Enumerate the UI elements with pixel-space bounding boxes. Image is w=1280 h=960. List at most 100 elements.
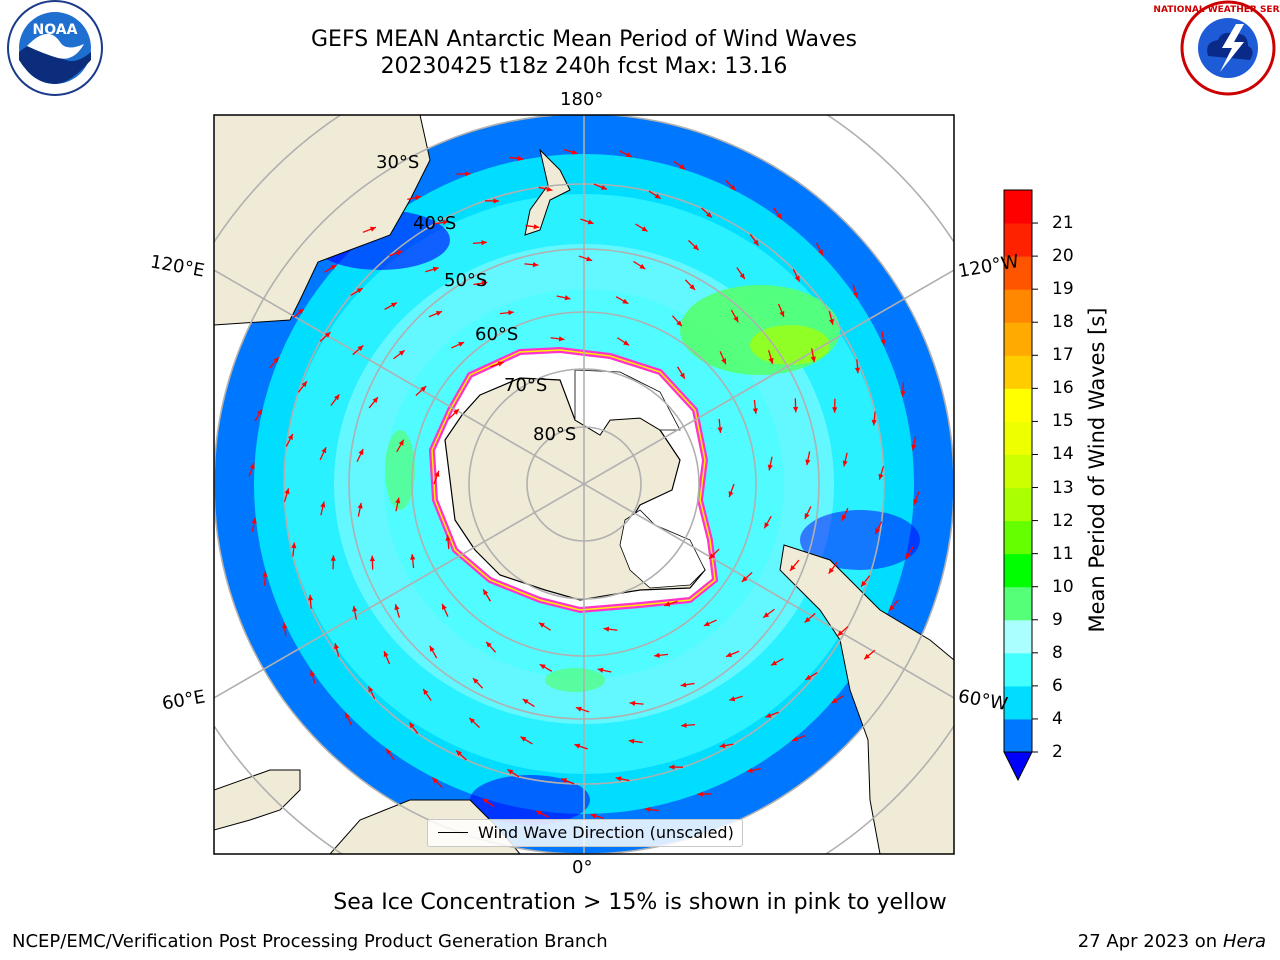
wave-arrow-head [639, 263, 646, 269]
wave-arrow-head [561, 778, 568, 784]
chart-title-line-2: 20230425 t18z 240h fcst Max: 13.16 [380, 54, 788, 79]
wave-arrow-head [394, 604, 400, 611]
svg-text:NOAA: NOAA [33, 22, 78, 38]
wave-arrow-head [320, 501, 326, 508]
wave-arrow-head [442, 219, 449, 225]
wave-arrow-head [664, 601, 671, 607]
colorbar-tick-label: 4 [1052, 708, 1063, 729]
wave-arrow-head [768, 357, 774, 364]
colorbar-segment [1004, 190, 1032, 224]
wave-arrow-head [831, 698, 838, 704]
wave-arrow-head [357, 345, 364, 352]
lat-label-60s: 60°S [475, 324, 519, 345]
wave-arrow-head [905, 552, 911, 559]
wave-arrow-head [369, 226, 376, 232]
wave-arrow-head [880, 339, 886, 346]
wave-arrow-head [721, 358, 726, 365]
wave-arrow-head [432, 777, 439, 784]
wave-arrow-head [586, 256, 593, 262]
wave-arrow-head [575, 706, 582, 712]
wave-arrow-head [321, 447, 327, 454]
wave-arrow-head [282, 622, 288, 629]
wave-arrow-head [536, 810, 543, 816]
wave-arrow-head [805, 459, 811, 466]
wave-arrow-head [654, 652, 660, 658]
colorbar-segment [1004, 685, 1032, 720]
colorbar-segment [1004, 388, 1032, 422]
wave-arrow-head [558, 336, 565, 342]
wave-arrow-head [368, 686, 374, 693]
wave-arrow-head [817, 249, 823, 256]
wave-arrow-head [832, 407, 838, 413]
wave-arrow-head [842, 460, 848, 467]
wave-arrow-head [763, 612, 770, 618]
map-legend: Wind Wave Direction (unscaled) [427, 819, 743, 847]
wave-arrow-head [679, 372, 685, 379]
wave-arrow-head [764, 522, 770, 529]
wave-arrow-head [792, 736, 799, 742]
wave-arrow-head [739, 273, 745, 280]
wave-arrow-head [622, 298, 629, 304]
wave-arrow-head [423, 688, 429, 695]
footer-date-text: 27 Apr 2023 on [1077, 931, 1223, 952]
wave-arrow-head [493, 198, 499, 204]
legend-line-sample [438, 832, 468, 833]
wave-arrow-head [828, 567, 834, 574]
colorbar-tick-label: 17 [1052, 345, 1074, 366]
wave-arrow-head [469, 717, 476, 724]
wave-arrow-head [753, 239, 759, 246]
wave-arrow-head [615, 776, 622, 782]
wave-arrow-head [733, 316, 739, 323]
wave-arrow-head [486, 641, 492, 648]
colorbar-tick-label: 16 [1052, 378, 1074, 399]
wave-arrow-head [482, 798, 489, 804]
colorbar-tick-label: 11 [1052, 543, 1074, 564]
wave-arrow-head [765, 712, 772, 718]
wave-arrow-head [533, 224, 540, 230]
wave-arrow-head [841, 514, 847, 521]
wave-arrow-head [465, 171, 471, 177]
wave-arrow-head [603, 626, 610, 632]
colorbar-frame [1003, 189, 1033, 753]
wave-arrow-head [409, 722, 415, 729]
wave-arrow-head [456, 750, 462, 757]
wave-arrow-head [828, 318, 835, 325]
wave-arrow-head [779, 310, 785, 317]
wave-arrow-head [538, 622, 545, 628]
wave-arrow-head [767, 464, 773, 471]
wave-arrow-head [706, 211, 712, 218]
wave-arrow-head [628, 738, 635, 744]
lat-label-80s: 80°S [533, 424, 577, 445]
colorbar-tick-label: 8 [1052, 642, 1063, 663]
footer-host: Hera [1222, 931, 1266, 952]
wave-arrow-head [680, 682, 687, 688]
wave-arrow-head [458, 342, 465, 347]
wave-arrow-head [654, 193, 661, 199]
national-weather-service-logo: NATIONAL WEATHER SERVICE [1153, 0, 1280, 96]
colorbar-tick-label: 9 [1052, 609, 1063, 630]
wave-arrow-head [719, 743, 726, 749]
footer-date: 27 Apr 2023 on Hera [1078, 931, 1266, 952]
wave-arrow-head [790, 565, 796, 571]
wave-arrow-head [853, 291, 859, 298]
wave-arrow-head [741, 576, 748, 582]
sea-ice-caption: Sea Ice Concentration > 15% is shown in … [333, 890, 947, 915]
wave-arrow-head [697, 791, 703, 797]
colorbar-tick-label: 21 [1052, 213, 1074, 234]
wave-arrow-head [251, 517, 257, 524]
wave-arrow-head [574, 743, 581, 749]
wave-arrow-head [262, 571, 268, 577]
colorbar-label: Mean Period of Wind Waves [s] [1085, 307, 1109, 633]
wave-arrow-head [435, 311, 442, 316]
wave-arrow-head [273, 357, 279, 364]
svg-text:NATIONAL WEATHER SERVICE: NATIONAL WEATHER SERVICE [1153, 5, 1280, 15]
wave-arrow-head [875, 528, 881, 535]
wave-arrow-head [345, 712, 351, 719]
colorbar-segment [1004, 586, 1032, 621]
lat-label-30s: 30°S [376, 152, 420, 173]
wave-arrow-head [689, 284, 696, 290]
wave-arrow-head [507, 769, 514, 775]
wave-arrow-head [352, 605, 358, 612]
wave-arrow-head [804, 513, 810, 520]
